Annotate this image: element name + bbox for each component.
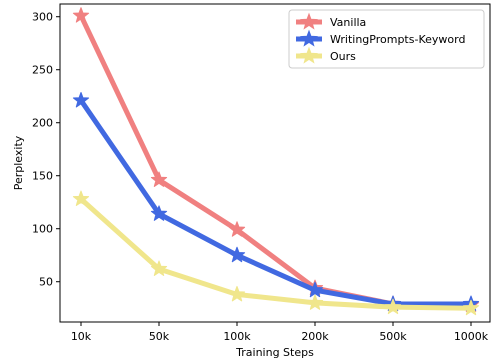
series-line-writingprompts-keyword: [78, 97, 474, 307]
data-point-ours: [462, 299, 480, 316]
y-axis-ticks: 50 100 150 200 250 300: [32, 11, 60, 289]
data-point-ours: [150, 260, 168, 276]
data-point-ours: [72, 190, 90, 207]
series-layer: [72, 7, 480, 316]
legend-marker-vanilla: [300, 12, 318, 30]
data-point-ours: [228, 285, 246, 302]
data-point-vanilla: [228, 221, 246, 237]
y-tick-label: 150: [32, 170, 53, 183]
x-axis-title: Training Steps: [235, 346, 314, 359]
x-axis-ticks: 10k 50k 100k 200k 500k 1000k: [71, 322, 489, 343]
y-axis-title: Perplexity: [12, 135, 25, 190]
x-tick-label: 10k: [71, 330, 92, 343]
x-tick-label: 100k: [223, 330, 251, 343]
legend-marker-writingprompts-keyword: [300, 29, 318, 47]
data-point-writingprompts-keyword: [306, 281, 324, 298]
data-point-ours: [384, 298, 402, 315]
legend-label-writingprompts-keyword: WritingPrompts-Keyword: [330, 33, 465, 46]
x-tick-label: 500k: [379, 330, 407, 343]
x-tick-label: 50k: [149, 330, 170, 343]
legend-label-ours: Ours: [330, 50, 356, 63]
data-point-vanilla: [72, 7, 90, 23]
y-tick-label: 50: [39, 276, 53, 289]
data-point-writingprompts-keyword: [150, 205, 168, 221]
data-point-writingprompts-keyword: [72, 91, 90, 108]
legend: Vanilla WritingPrompts-Keyword Ours: [288, 9, 485, 69]
y-tick-label: 300: [32, 11, 53, 24]
plot-frame: [59, 3, 491, 323]
x-tick-label: 1000k: [454, 330, 489, 343]
legend-label-vanilla: Vanilla: [330, 16, 366, 29]
y-tick-label: 200: [32, 117, 53, 130]
x-tick-label: 200k: [301, 330, 329, 343]
legend-marker-ours: [300, 46, 318, 64]
series-line-ours: [78, 196, 474, 311]
data-point-writingprompts-keyword: [228, 246, 246, 263]
y-tick-label: 250: [32, 64, 53, 77]
y-tick-label: 100: [32, 223, 53, 236]
legend-box: [288, 9, 485, 69]
data-point-vanilla: [150, 171, 168, 187]
data-point-ours: [306, 294, 324, 310]
